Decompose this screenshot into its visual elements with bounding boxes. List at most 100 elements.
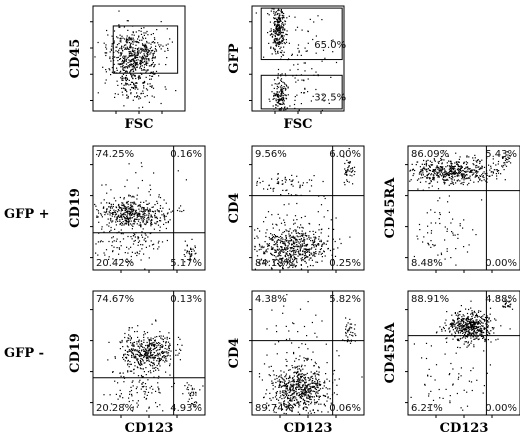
event-dot (278, 38, 280, 40)
event-dot (416, 235, 418, 237)
event-dot (132, 209, 135, 211)
event-dot (146, 218, 148, 220)
event-dot (123, 46, 125, 48)
event-dot (142, 207, 144, 209)
event-dot (454, 336, 456, 338)
event-dot (308, 235, 310, 237)
quadrant-upper-left-percent: 86.09% (411, 149, 449, 160)
event-dot (283, 38, 285, 41)
event-dot (190, 248, 192, 250)
event-dot (294, 258, 296, 260)
event-dot (123, 224, 125, 226)
event-dot (283, 87, 285, 90)
event-dot (349, 162, 351, 164)
event-dot (284, 181, 287, 183)
event-dot (122, 37, 124, 39)
event-dot (163, 351, 165, 353)
event-dot (146, 344, 148, 346)
event-dot (140, 162, 142, 164)
event-dot (307, 250, 309, 252)
event-dot (437, 167, 439, 169)
event-dot (458, 320, 460, 322)
event-dot (131, 410, 134, 412)
event-dot (150, 50, 153, 52)
event-dot (139, 367, 141, 369)
event-dot (147, 337, 149, 339)
event-dot (277, 213, 279, 215)
event-dot (296, 393, 298, 395)
event-dot (130, 246, 132, 248)
event-dot (450, 257, 452, 259)
event-dot (451, 164, 453, 166)
event-dot (299, 388, 301, 390)
event-dot (134, 41, 136, 43)
event-dot (441, 172, 444, 174)
event-dot (122, 357, 124, 359)
event-dot (128, 65, 130, 67)
event-dot (274, 33, 276, 35)
event-dot (133, 368, 135, 370)
event-dot (442, 175, 445, 177)
event-dot (466, 405, 469, 407)
event-dot (310, 412, 312, 414)
event-dot (281, 391, 283, 393)
event-dot (188, 392, 190, 394)
event-dot (133, 52, 135, 54)
event-dot (177, 354, 179, 356)
event-dot (327, 248, 329, 250)
event-dot (273, 264, 275, 266)
event-dot (429, 166, 431, 168)
event-dot (164, 337, 166, 339)
event-dot (466, 155, 468, 157)
event-dot (141, 376, 143, 378)
event-dot (346, 159, 348, 161)
event-dot (460, 183, 462, 185)
event-dot (267, 244, 269, 246)
event-dot (303, 399, 306, 401)
event-dot (433, 158, 435, 160)
event-dot (121, 66, 124, 68)
event-dot (121, 52, 123, 54)
event-dot (170, 358, 172, 360)
event-dot (280, 30, 282, 32)
event-dot (148, 407, 150, 409)
event-dot (124, 252, 126, 254)
event-dot (115, 207, 118, 209)
event-dot (316, 261, 319, 263)
event-dot (328, 102, 330, 104)
event-dot (482, 392, 484, 394)
event-dot (295, 81, 297, 83)
event-dot (147, 347, 149, 349)
event-dot (276, 93, 278, 95)
event-dot (159, 230, 161, 232)
event-dot (279, 257, 281, 259)
event-dot (289, 381, 291, 383)
event-dot (119, 341, 121, 343)
event-dot (469, 333, 471, 335)
event-dot (277, 99, 279, 101)
event-dot (125, 55, 127, 57)
event-dot (288, 397, 290, 399)
event-dot (120, 77, 122, 79)
event-dot (289, 408, 291, 410)
event-dot (307, 401, 309, 403)
event-dot (140, 217, 142, 220)
event-dot (314, 236, 316, 238)
event-dot (300, 264, 302, 266)
event-dot (450, 183, 452, 185)
event-dot (266, 354, 268, 356)
event-dot (116, 216, 118, 218)
event-dot (443, 181, 445, 183)
event-dot (313, 386, 315, 388)
event-dot (318, 378, 320, 381)
event-dot (311, 321, 313, 324)
event-dot (153, 172, 155, 174)
event-dot (144, 210, 146, 212)
event-dot (191, 250, 193, 252)
event-dot (117, 51, 119, 53)
event-dot (117, 56, 119, 58)
event-dot (124, 89, 126, 91)
event-dot (110, 218, 112, 220)
event-dot (137, 53, 139, 55)
event-dot (292, 407, 294, 409)
